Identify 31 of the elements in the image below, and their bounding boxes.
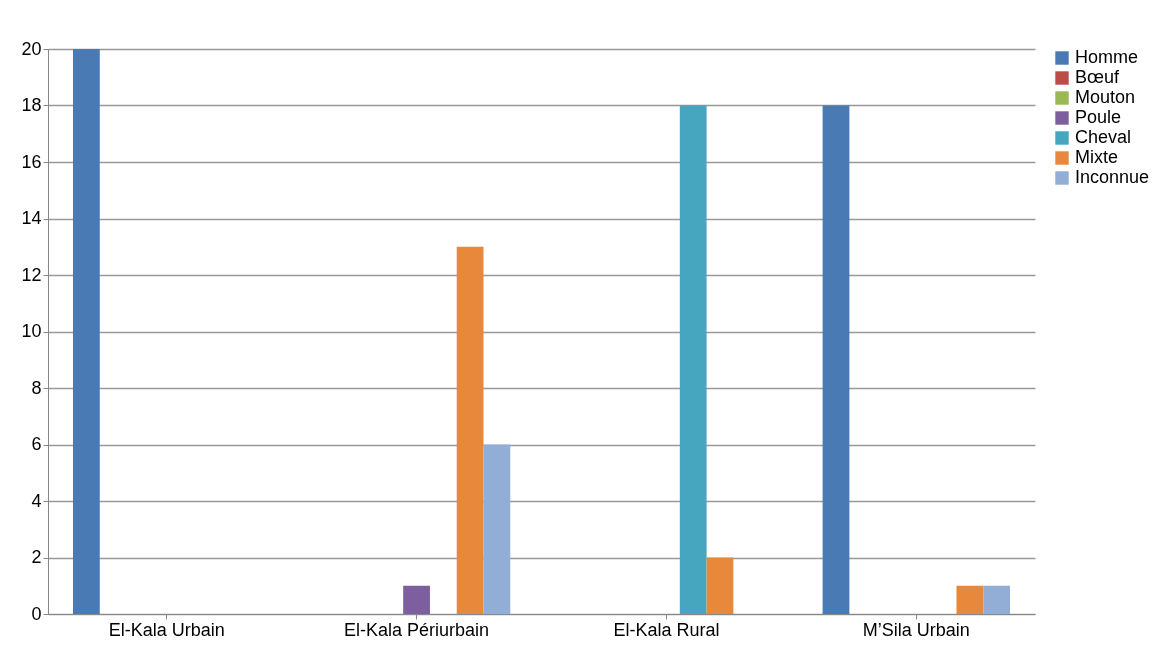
bar (706, 557, 734, 614)
y-tick-label: 20 (21, 38, 42, 59)
x-tick-label: El-Kala Périurbain (344, 619, 490, 640)
y-tick-label: 16 (21, 151, 42, 172)
y-tick-label: 0 (31, 603, 42, 624)
legend-label: Mouton (1075, 87, 1136, 107)
y-tick-label: 18 (21, 95, 42, 115)
legend-label: Mixte (1075, 147, 1119, 167)
bar (983, 585, 1011, 614)
y-tick-label: 4 (31, 490, 42, 511)
y-tick-label: 8 (31, 377, 42, 398)
y-tick-label: 14 (21, 208, 42, 228)
bar (403, 585, 430, 614)
bar (72, 49, 100, 614)
bar (483, 444, 511, 614)
legend-label: Poule (1075, 107, 1122, 127)
legend-label: Bœuf (1075, 67, 1121, 87)
x-tick-label: M’Sila Urbain (862, 619, 970, 640)
y-tick-label: 10 (21, 321, 42, 341)
y-tick-label: 2 (31, 547, 42, 567)
y-tick-label: 6 (31, 434, 42, 454)
bar (679, 105, 707, 614)
bar (956, 585, 984, 614)
bar (822, 105, 850, 614)
legend-label: Cheval (1075, 127, 1132, 147)
legend-label: Homme (1075, 47, 1139, 67)
bar (456, 246, 484, 614)
x-tick-label: El-Kala Urbain (108, 619, 225, 640)
legend-label: Inconnue (1075, 167, 1150, 187)
x-tick-label: El-Kala Rural (613, 619, 720, 640)
y-tick-label: 12 (21, 264, 42, 285)
